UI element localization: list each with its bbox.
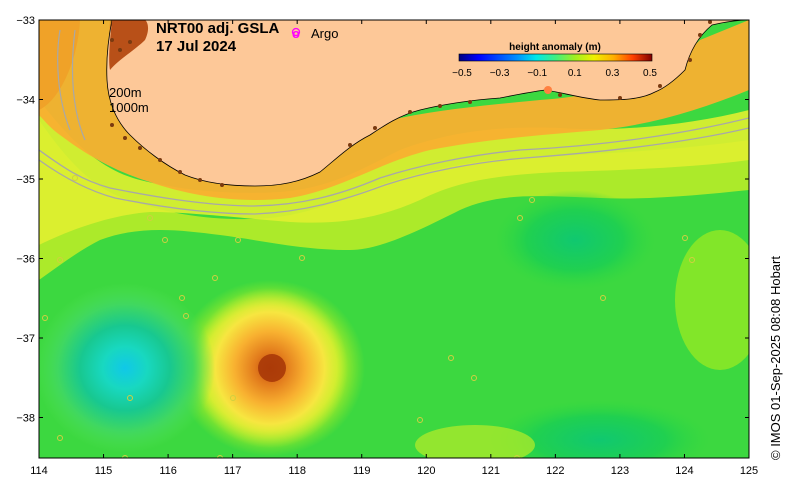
y-tick-label: −35 xyxy=(16,174,35,186)
x-axis: 114 115 116 117 118 119 120 121 122 123 124 125 xyxy=(30,20,758,477)
warm-eddy-core xyxy=(258,354,286,382)
y-tick-label: −36 xyxy=(16,254,35,266)
x-tick-label: 114 xyxy=(30,465,48,477)
coastal-observations xyxy=(110,20,712,187)
x-tick-label: 118 xyxy=(288,465,306,477)
x-tick-label: 115 xyxy=(95,465,113,477)
upper-yellow-band xyxy=(39,100,749,245)
x-tick-label: 122 xyxy=(546,465,564,477)
x-tick-label: 117 xyxy=(224,465,242,477)
colorbar-tick-label: 0.1 xyxy=(568,68,582,79)
colorbar-tick-label: 0.3 xyxy=(605,68,619,79)
colorbar-tick-label: −0.3 xyxy=(490,68,510,79)
x-tick-label: 123 xyxy=(611,465,629,477)
x-tick-label: 120 xyxy=(417,465,435,477)
contour-200m-label: 200m xyxy=(109,85,142,100)
land-coastal-anomaly xyxy=(109,20,149,70)
x-tick-label: 124 xyxy=(675,465,693,477)
map-title: NRT00 adj. GSLA xyxy=(156,20,280,37)
south-depression xyxy=(490,400,710,458)
colorbar-tick-label: 0.5 xyxy=(643,68,657,79)
colorbar-gradient xyxy=(458,53,653,62)
argo-legend-symbol: o xyxy=(292,26,300,41)
colorbar: height anomaly (m) −0.5 −0.3 −0.1 0.1 0.3 0.5 xyxy=(452,42,657,79)
colorbar-tick-label: −0.5 xyxy=(452,68,472,79)
contour-200m-line xyxy=(39,117,749,207)
highlight-marker xyxy=(544,86,552,94)
x-tick-label: 125 xyxy=(740,465,758,477)
argo-legend-label: Argo xyxy=(311,26,338,41)
argo-float-points xyxy=(42,175,695,458)
cold-eddy xyxy=(39,283,215,453)
y-tick-label: −38 xyxy=(16,413,35,425)
x-tick-label: 121 xyxy=(482,465,500,477)
colorbar-title: height anomaly (m) xyxy=(509,42,601,53)
colorbar-tick-label: −0.1 xyxy=(527,68,547,79)
contour-1000m-label: 1000m xyxy=(109,100,149,115)
credit-text: © IMOS 01-Sep-2025 08:08 Hobart xyxy=(768,256,783,460)
australia-land xyxy=(106,20,749,187)
x-tick-label: 119 xyxy=(353,465,371,477)
contour-1000m-line xyxy=(39,127,749,215)
plot-frame xyxy=(38,19,750,459)
y-axis: −33 −34 −35 −36 −37 −38 xyxy=(16,15,749,425)
east-depression xyxy=(495,190,655,290)
y-tick-label: −34 xyxy=(16,95,35,107)
argo-legend-marker xyxy=(291,27,301,37)
y-tick-label: −33 xyxy=(16,15,35,27)
map-date: 17 Jul 2024 xyxy=(156,38,237,55)
sea-surface-field xyxy=(39,20,749,458)
x-tick-label: 116 xyxy=(159,465,177,477)
argo-float-markers xyxy=(291,27,301,37)
y-tick-label: −37 xyxy=(16,333,35,345)
